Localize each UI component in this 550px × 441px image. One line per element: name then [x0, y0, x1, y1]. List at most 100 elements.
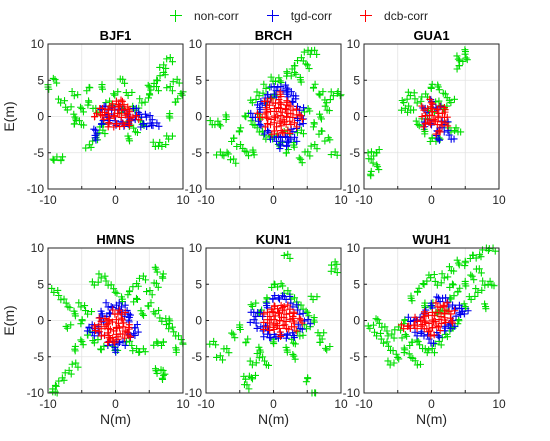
- data-point-non-corr: [449, 281, 457, 289]
- y-tick-label: 0: [353, 110, 360, 124]
- data-point-non-corr: [75, 299, 83, 307]
- data-point-non-corr: [89, 337, 97, 345]
- data-point-non-corr: [77, 103, 85, 111]
- x-tick-label: 0: [270, 397, 277, 411]
- data-point-non-corr: [316, 110, 324, 118]
- data-point-dcb-corr: [276, 117, 284, 125]
- data-point-dcb-corr: [288, 323, 296, 331]
- data-point-tgd-corr: [257, 122, 265, 130]
- data-point-non-corr: [155, 306, 163, 314]
- data-point-non-corr: [74, 363, 82, 371]
- data-point-dcb-corr: [286, 305, 294, 313]
- data-point-non-corr: [85, 97, 93, 105]
- data-point-non-corr: [84, 310, 92, 318]
- data-point-non-corr: [145, 83, 153, 91]
- data-point-dcb-corr: [109, 337, 117, 345]
- data-point-non-corr: [369, 321, 377, 329]
- data-point-non-corr: [154, 142, 162, 150]
- data-point-non-corr: [443, 333, 451, 341]
- data-point-dcb-corr: [418, 113, 426, 121]
- data-point-non-corr: [445, 96, 453, 104]
- data-point-tgd-corr: [131, 324, 139, 332]
- data-point-non-corr: [81, 302, 89, 310]
- data-point-dcb-corr: [449, 319, 457, 327]
- data-point-tgd-corr: [413, 332, 421, 340]
- data-point-dcb-corr: [436, 303, 444, 311]
- data-point-tgd-corr: [274, 294, 282, 302]
- data-point-non-corr: [230, 134, 238, 142]
- data-point-tgd-corr: [252, 312, 260, 320]
- data-point-non-corr: [385, 342, 393, 350]
- data-point-non-corr: [79, 341, 87, 349]
- data-point-non-corr: [450, 95, 458, 103]
- data-point-non-corr: [465, 293, 473, 301]
- data-point-dcb-corr: [274, 322, 282, 330]
- data-point-non-corr: [144, 302, 152, 310]
- panel-title: BRCH: [255, 28, 293, 43]
- data-point-non-corr: [138, 310, 146, 318]
- data-point-tgd-corr: [246, 318, 254, 326]
- data-point-non-corr: [292, 70, 300, 78]
- x-tick-label: 10: [176, 193, 190, 207]
- data-point-non-corr: [415, 284, 423, 292]
- data-point-non-corr: [228, 329, 236, 337]
- data-point-dcb-corr: [440, 310, 448, 318]
- data-point-dcb-corr: [297, 316, 305, 324]
- data-point-dcb-corr: [425, 328, 433, 336]
- data-point-dcb-corr: [95, 314, 103, 322]
- data-point-non-corr: [472, 265, 480, 273]
- data-point-non-corr: [136, 95, 144, 103]
- data-point-dcb-corr: [404, 322, 412, 330]
- data-point-non-corr: [319, 88, 327, 96]
- data-point-non-corr: [220, 152, 228, 160]
- data-point-non-corr: [224, 150, 232, 158]
- data-point-dcb-corr: [298, 319, 306, 327]
- data-point-non-corr: [107, 281, 115, 289]
- data-point-dcb-corr: [261, 110, 269, 118]
- data-point-tgd-corr: [284, 86, 292, 94]
- data-point-tgd-corr: [85, 323, 93, 331]
- data-point-non-corr: [237, 141, 245, 149]
- data-point-tgd-corr: [291, 133, 299, 141]
- x-axis-label: N(m): [258, 411, 289, 427]
- y-tick-label: 10: [347, 37, 361, 51]
- data-point-dcb-corr: [413, 325, 421, 333]
- x-tick-label: -10: [39, 397, 57, 411]
- data-point-dcb-corr: [111, 113, 119, 121]
- data-point-dcb-corr: [281, 105, 289, 113]
- data-point-non-corr: [129, 347, 137, 355]
- data-point-non-corr: [367, 172, 375, 180]
- data-point-dcb-corr: [266, 319, 274, 327]
- data-point-dcb-corr: [436, 102, 444, 110]
- data-point-non-corr: [413, 99, 421, 107]
- data-point-dcb-corr: [274, 130, 282, 138]
- data-point-tgd-corr: [99, 117, 107, 125]
- data-point-dcb-corr: [118, 97, 126, 105]
- panel-title: HMNS: [96, 232, 135, 247]
- data-point-non-corr: [89, 104, 97, 112]
- data-point-non-corr: [253, 88, 261, 96]
- data-point-non-corr: [142, 276, 150, 284]
- data-point-non-corr: [45, 85, 53, 93]
- data-point-dcb-corr: [413, 317, 421, 325]
- data-point-dcb-corr: [433, 105, 441, 113]
- data-point-tgd-corr: [92, 136, 100, 144]
- data-point-dcb-corr: [284, 301, 292, 309]
- data-point-non-corr: [124, 291, 132, 299]
- data-point-non-corr: [133, 296, 141, 304]
- data-point-non-corr: [435, 86, 443, 94]
- data-point-dcb-corr: [121, 334, 129, 342]
- data-point-non-corr: [230, 155, 238, 163]
- data-point-non-corr: [252, 95, 260, 103]
- data-point-dcb-corr: [421, 308, 429, 316]
- data-point-non-corr: [421, 130, 429, 138]
- data-point-non-corr: [68, 87, 76, 95]
- data-point-non-corr: [419, 345, 427, 353]
- data-point-dcb-corr: [116, 330, 124, 338]
- data-point-non-corr: [276, 77, 284, 85]
- y-axis-label: E(m): [1, 101, 17, 131]
- data-point-non-corr: [291, 62, 299, 70]
- data-point-dcb-corr: [400, 325, 408, 333]
- data-point-tgd-corr: [83, 327, 91, 335]
- data-point-non-corr: [375, 146, 383, 154]
